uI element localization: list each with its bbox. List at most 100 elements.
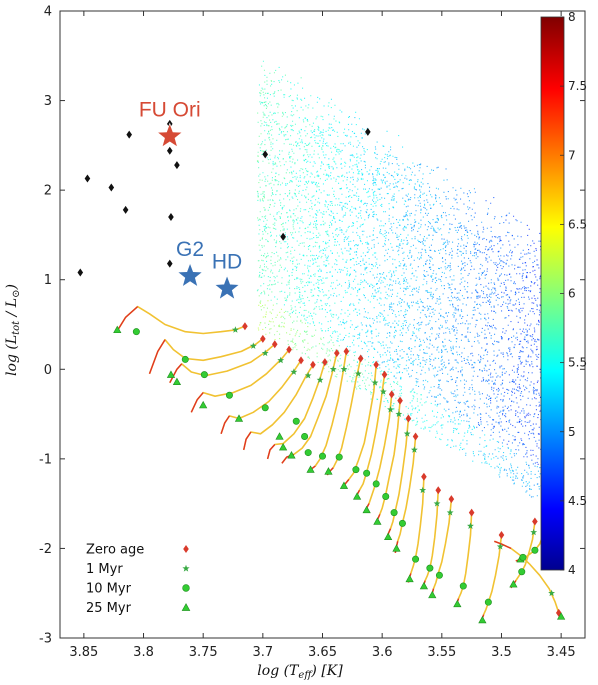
myr10-marker (181, 355, 189, 363)
zero-age-marker (373, 360, 379, 369)
cloud-points (358, 146, 528, 473)
cloud-points (264, 80, 355, 361)
legend-entry-label: 1 Myr (86, 562, 123, 577)
cloud-points (304, 322, 306, 324)
cloud-points (498, 251, 543, 468)
track-10 (342, 364, 377, 488)
y-tick-label: -3 (39, 632, 52, 647)
myr1-marker (231, 326, 239, 333)
cloud-points (260, 114, 399, 395)
zero-age-marker (242, 322, 248, 331)
myr25-marker (339, 481, 349, 489)
cloud-points (486, 244, 545, 458)
myr25-marker (306, 465, 315, 473)
cloud-points (265, 316, 267, 318)
cloud-points (348, 116, 517, 471)
cloud-points (417, 208, 524, 478)
colorbar-tick-label: 8 (568, 10, 576, 24)
cloud-points (314, 134, 473, 431)
cloud-points (390, 168, 514, 472)
y-tick-label: 2 (44, 184, 52, 199)
myr1-marker (548, 589, 556, 597)
cloud-points (300, 128, 369, 301)
cloud-points (263, 307, 265, 309)
cloud-points (258, 65, 354, 379)
cloud-points (448, 192, 524, 446)
zero-age-marker (555, 608, 562, 617)
zero-age-marker (260, 334, 266, 343)
cloud-points (474, 215, 548, 463)
myr10-marker (426, 564, 434, 572)
cloud-points (287, 116, 469, 432)
cloud-points (376, 153, 539, 496)
cloud-points (348, 166, 512, 465)
cloud-points (396, 163, 532, 475)
cloud-points (390, 149, 536, 481)
cloud-points (474, 236, 534, 431)
myr25-marker (166, 370, 176, 378)
cloud-points (272, 304, 274, 306)
zero-age-marker (343, 347, 350, 356)
cloud-points (262, 125, 351, 321)
cloud-points (302, 341, 339, 362)
track-tail-5 (243, 431, 252, 451)
cloud-points (346, 172, 523, 475)
cloud-points (257, 137, 414, 409)
track-6 (266, 361, 326, 460)
zero-age-marker (388, 390, 395, 399)
cloud-points (263, 72, 325, 346)
myr25-marker (373, 517, 382, 525)
cloud-points (288, 314, 290, 316)
cloud-points (283, 326, 285, 328)
legend-diamond-marker (183, 545, 189, 553)
cloud-points (418, 226, 502, 415)
y-tick-label: 4 (44, 5, 52, 20)
cloud-points (311, 101, 485, 448)
cloud-points (259, 322, 261, 324)
x-axis-label: log (Teff) [K] (257, 663, 343, 681)
myr25-marker (405, 574, 414, 583)
myr1-marker (419, 486, 427, 494)
x-tick-label: 3.65 (308, 645, 337, 660)
cloud-points (448, 212, 524, 432)
cloud-points (513, 215, 544, 469)
cloud-points (279, 311, 281, 313)
cloud-points (426, 218, 514, 437)
cloud-points (260, 300, 327, 364)
myr1-marker (329, 365, 337, 373)
cloud-points (266, 94, 437, 438)
cloud-points (265, 107, 354, 380)
myr10-marker (531, 546, 539, 554)
myr10-marker (459, 582, 467, 590)
observed-star-point (122, 205, 129, 214)
cloud-points (280, 326, 299, 331)
legend: Zero age 1 Myr 10 Myr 25 Myr (86, 543, 191, 616)
track-tail-6 (266, 444, 276, 460)
cloud-points (259, 112, 403, 394)
cloud-points (423, 215, 508, 376)
cloud-points (259, 324, 261, 326)
myr10-marker (132, 328, 140, 336)
cloud-points (329, 149, 514, 478)
colorbar-tick-label: 6 (568, 287, 576, 301)
cloud-points (376, 169, 525, 487)
myr25-marker (509, 580, 518, 588)
cloud-points (328, 115, 511, 470)
cloud-points (260, 306, 280, 326)
observed-star-point (365, 127, 371, 136)
track-tail-23 (494, 540, 512, 550)
observed-star-point (174, 161, 180, 170)
cloud-points (339, 133, 501, 465)
zero-age-marker (532, 517, 538, 526)
colorbar-tick-label: 5 (568, 425, 576, 439)
cloud-points (276, 153, 454, 433)
cloud-points (326, 363, 328, 365)
cloud-points (480, 244, 539, 421)
cloud-points (265, 311, 267, 313)
x-tick-label: 3.75 (189, 645, 218, 660)
colorbar-tick-label: 7.5 (568, 79, 587, 93)
cloud-points (328, 349, 330, 351)
cloud-points (270, 328, 278, 332)
cloud-points (368, 169, 532, 479)
